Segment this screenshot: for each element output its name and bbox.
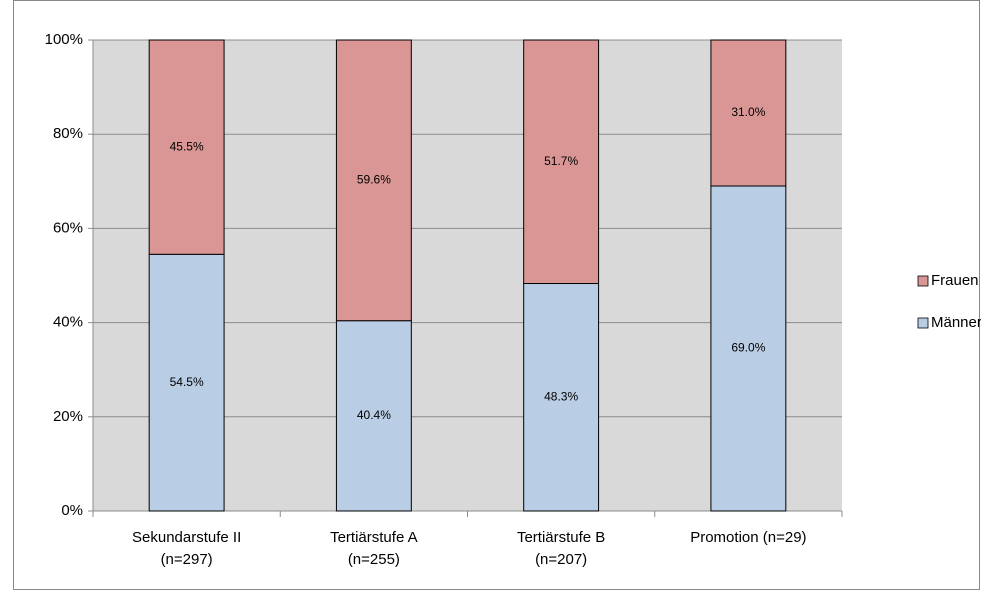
y-tick-label: 60% xyxy=(53,219,83,236)
x-tick-label: (n=297) xyxy=(161,551,213,568)
legend-swatch xyxy=(917,275,929,287)
x-tick-label: (n=255) xyxy=(348,551,400,568)
x-tick-label: (n=207) xyxy=(535,551,587,568)
x-tick-label: Promotion (n=29) xyxy=(690,529,806,546)
legend-label: Frauen xyxy=(931,272,979,289)
x-tick-label: Sekundarstufe II xyxy=(132,529,241,546)
y-tick-label: 80% xyxy=(53,125,83,142)
value-label: 54.5% xyxy=(170,375,204,389)
value-label: 48.3% xyxy=(544,389,578,403)
value-label: 31.0% xyxy=(731,105,765,119)
value-label: 40.4% xyxy=(357,408,391,422)
bar-segment xyxy=(523,39,600,285)
bar-segment xyxy=(335,39,412,322)
value-label: 51.7% xyxy=(544,154,578,168)
y-tick-label: 100% xyxy=(45,31,83,48)
bar-segment xyxy=(710,39,787,187)
y-tick-label: 0% xyxy=(61,502,83,519)
bar-segment xyxy=(148,39,225,255)
value-label: 45.5% xyxy=(170,139,204,153)
x-tick-label: Tertiärstufe B xyxy=(517,529,605,546)
legend-swatch xyxy=(917,317,929,329)
legend-label: Männer xyxy=(931,314,981,331)
value-label: 69.0% xyxy=(731,341,765,355)
value-label: 59.6% xyxy=(357,173,391,187)
bar-segment xyxy=(523,283,600,512)
y-tick-label: 20% xyxy=(53,408,83,425)
bar-segment xyxy=(148,253,225,512)
y-tick-label: 40% xyxy=(53,314,83,331)
x-tick-label: Tertiärstufe A xyxy=(330,529,418,546)
